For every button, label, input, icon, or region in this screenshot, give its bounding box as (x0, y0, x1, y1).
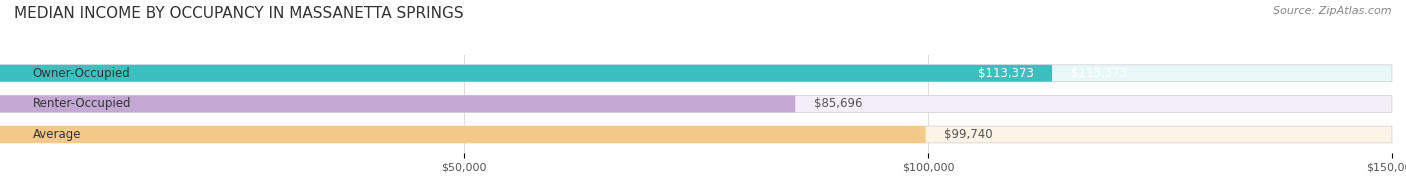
FancyBboxPatch shape (0, 65, 1392, 82)
Text: $113,373: $113,373 (977, 67, 1033, 80)
Text: Owner-Occupied: Owner-Occupied (32, 67, 131, 80)
FancyBboxPatch shape (0, 95, 1392, 112)
Text: $99,740: $99,740 (943, 128, 993, 141)
Text: MEDIAN INCOME BY OCCUPANCY IN MASSANETTA SPRINGS: MEDIAN INCOME BY OCCUPANCY IN MASSANETTA… (14, 6, 464, 21)
Text: Source: ZipAtlas.com: Source: ZipAtlas.com (1274, 6, 1392, 16)
FancyBboxPatch shape (0, 126, 925, 143)
FancyBboxPatch shape (0, 126, 1392, 143)
Text: Average: Average (32, 128, 82, 141)
Text: $113,373: $113,373 (1070, 67, 1126, 80)
Text: Renter-Occupied: Renter-Occupied (32, 97, 131, 110)
Text: $85,696: $85,696 (814, 97, 862, 110)
FancyBboxPatch shape (0, 95, 796, 112)
FancyBboxPatch shape (0, 65, 1052, 82)
